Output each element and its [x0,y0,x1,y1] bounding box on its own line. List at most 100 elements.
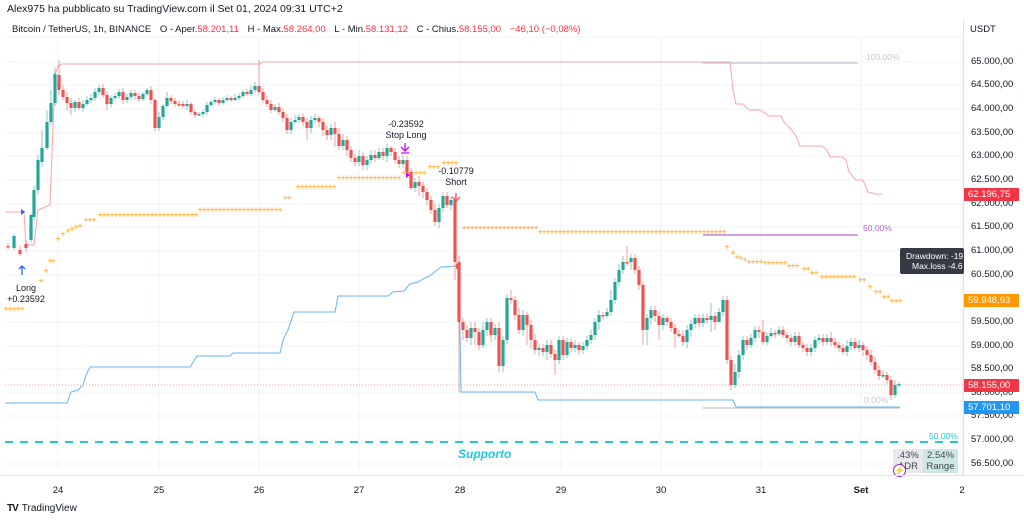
price-tick: 58.000,00 [971,387,1014,398]
sar-dot: + [311,183,317,191]
candle-body [241,92,245,96]
sar-dot: + [713,228,719,236]
candle-body [24,244,28,248]
price-tick: 58.500,00 [971,363,1014,374]
sar-dot: + [91,216,97,224]
sar-dot: + [762,259,768,267]
candle-body [689,324,693,330]
sar-dot: + [229,206,235,214]
sar-dot: + [323,183,329,191]
candle-body [845,346,849,352]
candle-body [797,336,801,345]
price-tick: 56.500,00 [971,458,1014,469]
sar-dot: + [537,228,543,236]
candle-body [817,338,821,340]
candle-body [481,330,485,345]
sar-dot: + [133,211,139,219]
candle-body [57,75,61,90]
price-tick: 64.500,00 [971,79,1014,90]
candle-body [497,328,501,366]
sar-dot: + [786,262,792,270]
candle-body [509,298,513,300]
sar-dot: + [336,174,342,182]
candle-body [221,100,225,103]
sar-dot: + [331,183,337,191]
sar-dot: + [38,277,44,285]
candle-body [225,98,229,100]
candle-body [333,128,337,134]
candle-body [36,160,40,190]
candle-body [685,330,689,342]
candle-body [101,88,105,95]
sar-dot: + [485,224,491,232]
candle-body [213,100,217,102]
candle-body [849,342,853,346]
candle-body [105,95,109,104]
candle-body [773,333,777,335]
range-box: 2.54% Range [923,449,958,473]
close-value: 58.155,00 [458,24,502,35]
sar-dot: + [685,228,691,236]
candle-body [661,318,665,325]
candle-body [609,300,613,312]
sar-dot: + [19,305,25,313]
sar-dot: + [157,211,163,219]
candle-body [297,117,301,120]
sar-dot: + [521,224,527,232]
time-axis[interactable] [0,475,1024,494]
price-axis[interactable] [963,20,1024,475]
sar-dot: + [161,211,167,219]
sar-dot: + [319,183,325,191]
sar-dot: + [877,288,883,296]
candle-body [393,152,397,160]
sar-dot: + [69,225,75,233]
sar-dot: + [819,273,825,281]
candle-body [157,117,161,128]
sar-dot: + [497,224,503,232]
time-tick: 31 [755,485,767,496]
sar-dot: + [633,228,639,236]
candle-body [129,93,133,97]
candle-body [681,336,685,342]
sar-dot: + [513,224,519,232]
open-label: O - Aper. [159,24,198,35]
time-tick: Set [853,485,869,496]
candle-body [769,333,773,336]
sar-dot: + [282,194,288,202]
sar-dot: + [177,211,183,219]
candle-body [121,92,125,100]
candle-body [425,192,429,200]
currency-unit[interactable]: USDT [970,24,996,35]
candle-body [193,112,197,115]
lightning-icon[interactable]: ⚡ [893,464,906,477]
sar-dot: + [344,174,350,182]
low-label: L - Min. [334,24,366,35]
sar-dot: + [376,174,382,182]
tradingview-branding[interactable]: TV TradingView [7,503,77,514]
sar-dot: + [549,228,555,236]
candle-body [341,140,345,146]
symbol-title[interactable]: Bitcoin / TetherUS, 1h, BINANCE [12,24,152,35]
time-tick: 28 [454,485,466,496]
candle-body [85,100,89,104]
sar-dot: + [340,174,346,182]
candle-body [18,250,22,254]
sar-dot: + [173,211,179,219]
sar-dot: + [3,305,9,313]
sar-dot: + [625,228,631,236]
stop-long-text: Stop Long [385,130,427,140]
candle-body [185,104,189,106]
sar-dot: + [7,305,13,313]
tradingview-logo-icon: TV [7,503,19,514]
price-tick: 62.000,00 [971,198,1014,209]
sar-dot: + [681,228,687,236]
candle-body [765,336,769,342]
candle-body [397,160,401,164]
price-tick: 62.500,00 [971,174,1014,185]
exit-marker-icon [406,172,410,178]
drawdown-tooltip: Drawdown: -19 Max.loss -4.6 [900,248,964,274]
candle-body [117,92,121,96]
sar-dot: + [201,206,207,214]
sar-dot: + [881,293,887,301]
